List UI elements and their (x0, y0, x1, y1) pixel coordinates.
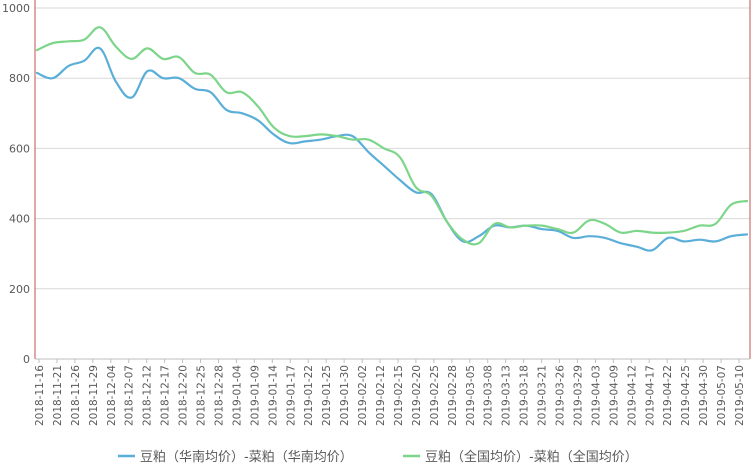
x-tick-label: 2019-01-22 (303, 365, 315, 426)
x-tick-label: 2019-05-07 (716, 365, 728, 426)
y-tick-label: 600 (9, 142, 30, 155)
x-tick-label: 2019-03-26 (555, 365, 567, 426)
x-tick-label: 2019-03-18 (519, 365, 531, 426)
x-tick-label: 2019-01-17 (285, 365, 297, 426)
legend[interactable]: 豆粕（华南均价）-菜粕（华南均价） 豆粕（全国均价）-菜粕（全国均价） (118, 449, 638, 465)
legend-item-1[interactable]: 豆粕（华南均价）-菜粕（华南均价） (118, 449, 353, 465)
x-tick-label: 2018-12-12 (142, 365, 154, 426)
x-tick-label: 2019-02-12 (375, 365, 387, 426)
x-tick-label: 2019-01-30 (339, 365, 351, 426)
x-tick-label: 2019-02-15 (393, 365, 405, 426)
legend-label: 豆粕（全国均价）-菜粕（全国均价） (425, 449, 638, 465)
x-tick-label: 2018-12-07 (124, 365, 136, 426)
x-tick-label: 2019-03-29 (572, 365, 584, 426)
x-axis-ticks: 2018-11-16 2018-11-21 2018-11-26 2018-11-29… (34, 359, 746, 426)
x-tick-label: 2019-04-12 (626, 365, 638, 426)
y-axis-ticks: 0 200 400 600 800 1000 (2, 2, 30, 366)
x-tick-label: 2018-11-26 (70, 365, 82, 426)
x-tick-label: 2019-04-17 (644, 365, 656, 426)
series-lines (35, 26, 749, 252)
x-tick-label: 2019-03-05 (465, 365, 477, 426)
x-tick-label: 2019-04-30 (698, 365, 710, 426)
y-tick-label: 200 (9, 283, 30, 296)
x-tick-label: 2019-04-25 (680, 365, 692, 426)
x-tick-label: 2019-03-13 (501, 365, 513, 426)
x-tick-label: 2018-12-17 (160, 365, 172, 426)
x-tick-label: 2018-12-25 (196, 365, 208, 426)
x-tick-label: 2019-01-04 (231, 365, 243, 426)
x-tick-label: 2019-02-28 (447, 365, 459, 426)
x-tick-label: 2019-04-09 (608, 365, 620, 426)
x-tick-label: 2019-01-09 (249, 365, 261, 426)
x-tick-label: 2018-11-21 (52, 365, 64, 426)
x-tick-label: 2019-02-02 (357, 365, 369, 426)
legend-label: 豆粕（华南均价）-菜粕（华南均价） (140, 449, 353, 465)
x-tick-label: 2019-04-22 (662, 365, 674, 426)
series-line-2 (35, 26, 749, 246)
x-tick-label: 2019-05-10 (734, 365, 746, 426)
x-tick-label: 2019-02-25 (429, 365, 441, 426)
x-tick-label: 2019-03-21 (537, 365, 549, 426)
series-line-1 (35, 46, 749, 252)
y-tick-label: 800 (9, 72, 30, 85)
x-tick-label: 2019-04-03 (590, 365, 602, 426)
x-tick-label: 2018-11-16 (34, 365, 46, 426)
x-tick-label: 2019-02-20 (411, 365, 423, 426)
x-tick-label: 2018-12-20 (178, 365, 190, 426)
y-tick-label: 400 (9, 213, 30, 226)
legend-item-2[interactable]: 豆粕（全国均价）-菜粕（全国均价） (403, 449, 638, 465)
x-tick-label: 2019-01-25 (321, 365, 333, 426)
gridlines (35, 7, 750, 290)
x-tick-label: 2018-11-29 (88, 365, 100, 426)
y-tick-label: 1000 (2, 2, 30, 15)
x-tick-label: 2018-12-28 (213, 365, 225, 426)
x-tick-label: 2019-01-14 (267, 365, 279, 426)
axes (34, 0, 751, 360)
x-tick-label: 2019-03-08 (483, 365, 495, 426)
y-tick-label: 0 (23, 353, 30, 366)
x-tick-label: 2018-12-04 (106, 365, 118, 426)
